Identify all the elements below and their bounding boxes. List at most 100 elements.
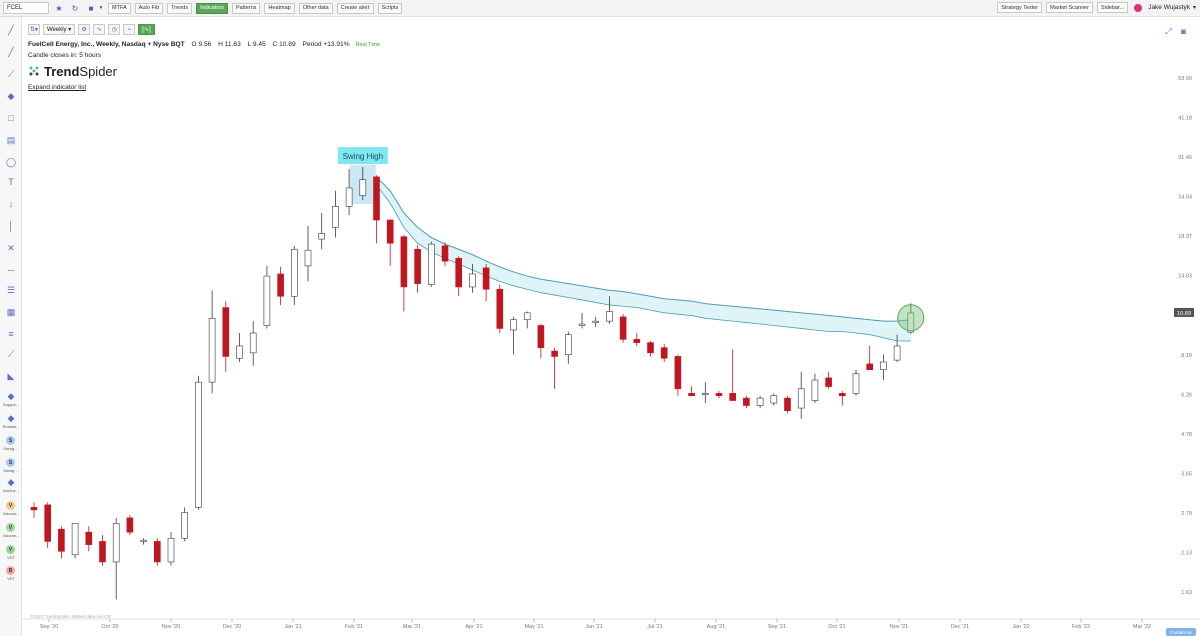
candle-body xyxy=(469,273,476,288)
rectangle-tool-icon[interactable]: □ xyxy=(8,113,14,123)
candle-body xyxy=(222,307,230,357)
snapshot-icon[interactable]: [∿] xyxy=(138,24,155,35)
resistance-icon[interactable]: ◆ xyxy=(7,412,15,423)
candle-body xyxy=(85,531,93,545)
instrument-title: FuelCell Energy, Inc., Weekly, Nasdaq + … xyxy=(28,41,185,48)
candle-body xyxy=(236,345,243,359)
text-tool-icon[interactable]: T xyxy=(8,177,14,187)
candle-body xyxy=(715,393,723,397)
user-menu-chevron-icon[interactable]: ▾ xyxy=(1192,5,1196,11)
swing-badge-icon[interactable]: S xyxy=(6,436,15,445)
arrow-down-tool-icon[interactable]: ↓ xyxy=(8,199,14,209)
patterns-button[interactable]: Patterns xyxy=(231,2,261,14)
candle-body xyxy=(181,512,188,539)
vst-badge-icon[interactable]: B xyxy=(6,566,15,575)
candle-body xyxy=(154,541,161,563)
price-chart[interactable]: 53.90 41.18 31.46 24.04 18.37 14.03 8.19 6.26 4.… xyxy=(22,17,1200,636)
candle-body xyxy=(907,312,915,333)
heatmap-button[interactable]: Heatmap xyxy=(264,2,295,14)
levels-tool-icon[interactable]: ≡ xyxy=(8,329,14,339)
auto-fib-button[interactable]: Auto Fib xyxy=(134,2,164,14)
candle-body xyxy=(647,342,654,354)
x-tick-label: Nov '21 xyxy=(890,624,908,630)
indicators-button[interactable]: Indicators xyxy=(196,2,228,14)
chevron-down-icon[interactable]: ▼ xyxy=(98,5,104,11)
trend-tool-icon[interactable]: ⟋ xyxy=(7,348,15,359)
horizontal-line-tool-icon[interactable]: ─ xyxy=(7,265,15,275)
crosshair-tool-icon[interactable]: ✕ xyxy=(7,242,15,253)
candle-body xyxy=(633,339,641,343)
wave-icon[interactable]: ∿ xyxy=(93,24,106,35)
candle-body xyxy=(893,345,901,361)
swing-badge-icon[interactable]: S xyxy=(6,458,15,467)
candle-body xyxy=(510,319,517,331)
candle-body xyxy=(455,257,463,288)
anchor-icon[interactable]: ◆ xyxy=(7,476,15,487)
interval-select[interactable]: Weekly ▾ xyxy=(43,24,76,35)
gann-tool-icon[interactable]: ▦ xyxy=(6,306,16,317)
expand-indicator-link[interactable]: Expand indicator list xyxy=(28,84,87,91)
fib-tool-icon[interactable]: ☰ xyxy=(6,284,16,295)
circle-tool-icon[interactable]: ◯ xyxy=(5,156,17,167)
candle-body xyxy=(263,275,271,326)
wedge-tool-icon[interactable]: ◣ xyxy=(7,370,15,381)
candle-body xyxy=(674,356,682,390)
trendspider-logo: TrendSpider xyxy=(28,63,117,79)
brush-tool-icon[interactable]: ◆ xyxy=(7,90,15,101)
y-tick-label: 18.37 xyxy=(1178,234,1192,240)
candle-body xyxy=(496,288,504,329)
chart-type-icon[interactable]: ■ xyxy=(88,3,94,13)
candle-style-icon[interactable]: ⇅▾ xyxy=(28,24,40,35)
candle-body xyxy=(167,537,175,563)
ray-tool-icon[interactable]: ╱ xyxy=(8,46,14,57)
refresh-icon[interactable]: ↻ xyxy=(71,3,79,13)
volume-badge-icon[interactable]: V xyxy=(6,523,15,532)
tool-label: VST xyxy=(7,576,15,581)
strategy-tester-button[interactable]: Strategy Tester xyxy=(997,2,1043,13)
other-data-button[interactable]: Other data xyxy=(298,2,333,14)
trends-button[interactable]: Trends xyxy=(167,2,193,14)
notification-icon[interactable] xyxy=(1134,3,1143,12)
pulse-icon[interactable]: ⌁ xyxy=(123,24,136,35)
clock-icon[interactable]: ◷ xyxy=(108,24,121,35)
fullscreen-icon[interactable]: ⤢ xyxy=(1165,26,1172,36)
candle-body xyxy=(386,219,394,244)
settings-gear-icon[interactable]: ⚙ xyxy=(78,24,91,35)
vertical-line-tool-icon[interactable]: │ xyxy=(8,221,14,231)
x-tick-label: May '21 xyxy=(524,624,543,630)
pitchfork-tool-icon[interactable]: ⟋ xyxy=(7,68,15,79)
x-tick-label: Feb '21 xyxy=(345,624,363,630)
y-tick-label: 8.19 xyxy=(1181,353,1192,359)
candle-body xyxy=(551,350,558,357)
tool-label: VST xyxy=(7,555,15,560)
chart-corner-icons: ⤢ ◙ xyxy=(1158,26,1188,37)
mtfa-button[interactable]: MTFA xyxy=(108,2,131,14)
symbol-input[interactable]: FCEL xyxy=(3,2,49,14)
star-icon[interactable]: ★ xyxy=(55,3,63,13)
support-icon[interactable]: ◆ xyxy=(7,390,15,401)
line-tool-icon[interactable]: ╱ xyxy=(8,24,14,35)
camera-icon[interactable]: ◙ xyxy=(1181,27,1186,36)
candle-body xyxy=(112,523,120,563)
candle-body xyxy=(880,361,887,371)
user-name[interactable]: Jake Wujastyk xyxy=(1148,4,1190,11)
contact-us-button[interactable]: Contact us xyxy=(1166,628,1196,636)
tool-label: Volume... xyxy=(2,511,20,516)
copyright-text: ©2021 TrendSpider. Market data via ICE xyxy=(30,614,111,619)
volume-badge-icon[interactable]: V xyxy=(6,501,15,510)
create-alert-button[interactable]: Create alert xyxy=(336,2,374,14)
breakout-circle xyxy=(897,304,925,332)
y-tick-label: 53.90 xyxy=(1178,76,1192,82)
interval-value: Weekly xyxy=(47,26,67,33)
scripts-button[interactable]: Scripts xyxy=(377,2,403,14)
candle-body xyxy=(304,249,312,267)
tool-label: Swing ... xyxy=(3,446,19,451)
x-tick-label: Oct '21 xyxy=(828,624,845,630)
market-scanner-button[interactable]: Market Scanner xyxy=(1046,2,1093,13)
candle-body xyxy=(606,311,613,322)
sidebar-button[interactable]: Sidebar... xyxy=(1096,2,1129,13)
y-tick-label: 31.46 xyxy=(1178,155,1192,161)
channel-tool-icon[interactable]: ▤ xyxy=(6,134,16,145)
candle-body xyxy=(359,179,367,196)
vst-badge-icon[interactable]: V xyxy=(6,545,15,554)
